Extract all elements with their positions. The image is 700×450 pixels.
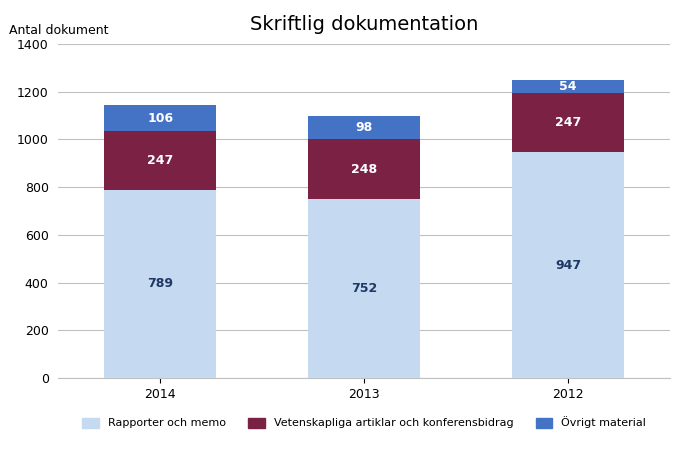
Bar — [308, 198, 420, 378]
Bar — [512, 152, 624, 378]
Legend: Rapporter och memo, Vetenskapliga artiklar och konferensbidrag, Övrigt material: Rapporter och memo, Vetenskapliga artikl… — [78, 412, 650, 433]
Bar — [308, 116, 420, 140]
Text: 947: 947 — [555, 259, 581, 272]
Bar — [512, 93, 624, 152]
Bar — [104, 105, 216, 131]
Title: Skriftlig dokumentation: Skriftlig dokumentation — [250, 15, 478, 34]
Text: 247: 247 — [147, 154, 174, 167]
Text: 98: 98 — [356, 121, 373, 134]
Text: 106: 106 — [147, 112, 174, 125]
Bar — [308, 140, 420, 198]
Text: 789: 789 — [147, 278, 174, 291]
Bar — [104, 131, 216, 190]
Text: 248: 248 — [351, 162, 377, 176]
Bar — [512, 80, 624, 93]
Text: 54: 54 — [559, 80, 577, 93]
Text: 247: 247 — [555, 116, 581, 129]
Text: Antal dokument: Antal dokument — [10, 24, 109, 37]
Text: 752: 752 — [351, 282, 377, 295]
Bar — [104, 190, 216, 378]
